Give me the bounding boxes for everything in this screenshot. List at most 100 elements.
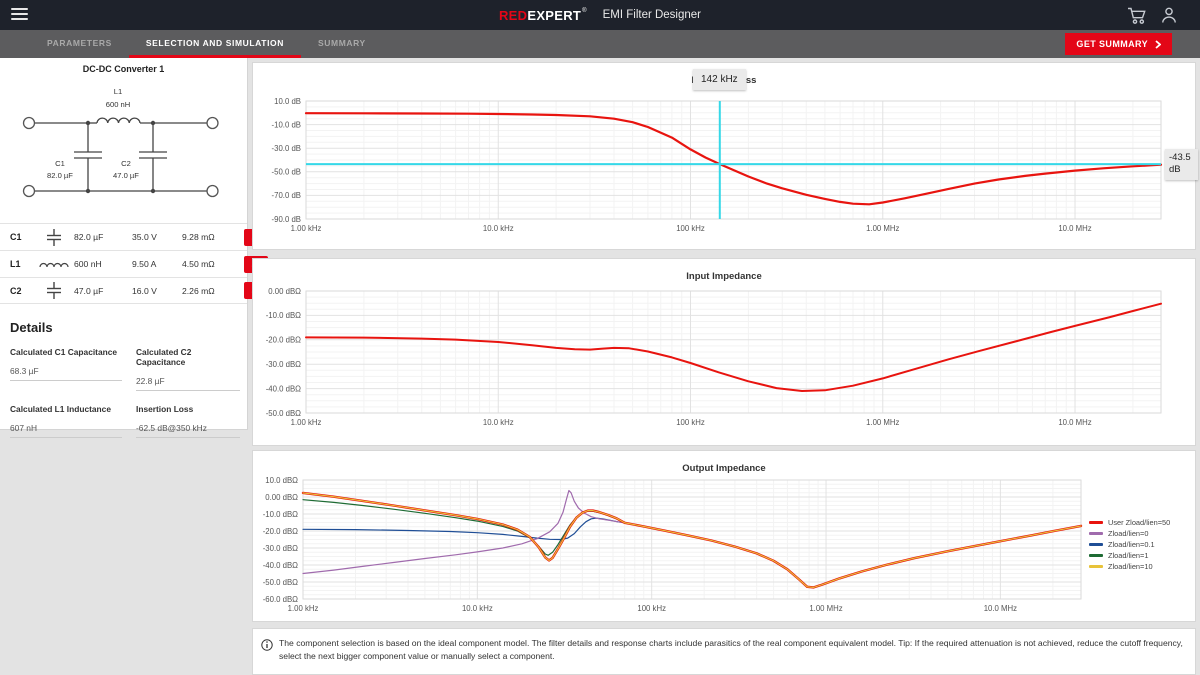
svg-text:-50.0 dBΩ: -50.0 dBΩ (266, 409, 301, 418)
legend-label: Zload/lien=1 (1108, 551, 1149, 560)
detail-label: Calculated C2 Capacitance (136, 347, 192, 367)
legend-item: Zload/lien=0.1 (1089, 539, 1170, 550)
legend-swatch (1089, 565, 1103, 568)
legend-item: Zload/lien=0 (1089, 528, 1170, 539)
registered-mark: ® (582, 8, 587, 14)
cart-icon[interactable] (1127, 6, 1148, 25)
component-name: L1 (10, 259, 21, 269)
tab-summary[interactable]: SUMMARY (318, 37, 366, 48)
component-row-c1: C1 82.0 µF 35.0 V 9.28 mΩ ⇄ (0, 223, 268, 250)
svg-text:0.00 dBΩ: 0.00 dBΩ (268, 287, 301, 296)
component-rating: 9.50 A (132, 259, 157, 269)
legend-swatch (1089, 532, 1103, 535)
insertion-loss-chart[interactable]: 10.0 dB -10.0 dB -30.0 dB -50.0 dB -70.0 dB -… (253, 63, 1195, 249)
svg-text:100 kHz: 100 kHz (637, 604, 666, 613)
legend-swatch (1089, 543, 1103, 546)
chart-legend: User Zload/lien=50 Zload/lien=0 Zload/li… (1089, 517, 1170, 572)
svg-text:-30.0 dBΩ: -30.0 dBΩ (266, 360, 301, 369)
capacitor-icon (34, 228, 74, 246)
menu-icon[interactable] (11, 8, 28, 22)
legend-item: User Zload/lien=50 (1089, 517, 1170, 528)
top-bar: RED EXPERT ® EMI Filter Designer (0, 0, 1200, 30)
output-impedance-chart[interactable]: 10.0 dBΩ 0.00 dBΩ -10.0 dBΩ -20.0 dBΩ -30.0 … (253, 451, 1195, 621)
component-resistance: 2.26 mΩ (182, 285, 215, 296)
svg-text:10.0 dB: 10.0 dB (274, 97, 301, 106)
input-impedance-chart[interactable]: 0.00 dBΩ -10.0 dBΩ -20.0 dBΩ -30.0 dBΩ -40.0… (253, 259, 1195, 445)
detail-field: Calculated C1 Capacitance 68.3 µF (10, 347, 122, 391)
tab-bar: PARAMETERS SELECTION AND SIMULATION SUMM… (0, 30, 1200, 58)
svg-text:1.00 MHz: 1.00 MHz (809, 604, 842, 613)
chart-title: Input Impedance (686, 271, 762, 282)
input-impedance-card: Input Impedance 0.00 dBΩ -10.0 dBΩ -20.0 d… (252, 258, 1196, 446)
component-value: 47.0 µF (74, 285, 104, 296)
user-icon[interactable] (1160, 6, 1178, 25)
svg-text:-70.0 dB: -70.0 dB (272, 191, 301, 200)
detail-value: 22.8 µF (136, 376, 240, 391)
detail-label: Insertion Loss (136, 404, 194, 414)
svg-text:-50.0 dB: -50.0 dB (272, 168, 301, 177)
detail-value: 68.3 µF (10, 366, 122, 381)
component-name: C1 (10, 232, 22, 242)
c1-ref-label: C1 (55, 159, 65, 168)
frequency-crosshair-tooltip: 142 kHz (693, 69, 746, 90)
circuit-title: DC-DC Converter 1 (82, 64, 165, 74)
legend-label: Zload/lien=0.1 (1108, 540, 1155, 549)
c2-value-label: 47.0 µF (113, 171, 139, 180)
svg-text:100 kHz: 100 kHz (676, 418, 705, 427)
l1-ref-label: L1 (114, 87, 122, 96)
level-crosshair-tooltip: -43.5 dB (1165, 149, 1198, 180)
svg-text:-20.0 dBΩ: -20.0 dBΩ (263, 527, 298, 536)
chart-title: Output Impedance (682, 463, 766, 474)
detail-field: Calculated L1 Inductance 607 nH (10, 404, 122, 438)
get-summary-button[interactable]: GET SUMMARY (1065, 33, 1172, 55)
legend-label: Zload/lien=0 (1108, 529, 1149, 538)
detail-field: Calculated C2 Capacitance 22.8 µF (136, 347, 240, 391)
component-rating: 35.0 V (132, 232, 157, 242)
c1-value-label: 82.0 µF (47, 171, 73, 180)
svg-text:-30.0 dBΩ: -30.0 dBΩ (263, 544, 298, 553)
capacitor-icon (34, 282, 74, 299)
component-row-l1: L1 600 nH 9.50 A 4.50 mΩ ⇄ (0, 250, 268, 277)
component-row-c2: C2 47.0 µF 16.0 V 2.26 mΩ ⇄ (0, 277, 268, 304)
svg-text:10.0 MHz: 10.0 MHz (1058, 224, 1091, 233)
tab-parameters[interactable]: PARAMETERS (47, 37, 112, 48)
component-resistance: 4.50 mΩ (182, 259, 215, 269)
legend-label: Zload/lien=10 (1108, 562, 1153, 571)
chevron-right-icon (1155, 39, 1161, 49)
info-icon (261, 638, 273, 674)
svg-text:100 kHz: 100 kHz (676, 224, 705, 233)
svg-text:1.00 MHz: 1.00 MHz (866, 418, 899, 427)
component-rating: 16.0 V (132, 285, 157, 296)
legend-label: User Zload/lien=50 (1108, 518, 1171, 527)
insertion-loss-card: Insertion Loss 10.0 dB-10.0 dB-30.0 dB-5… (252, 62, 1198, 250)
component-value: 82.0 µF (74, 232, 104, 242)
svg-text:0.00 dBΩ: 0.00 dBΩ (265, 493, 298, 502)
svg-text:10.0 kHz: 10.0 kHz (483, 418, 514, 427)
filter-panel: DC-DC Converter 1 L1 600 nH C1 (0, 58, 268, 438)
svg-text:10.0 kHz: 10.0 kHz (462, 604, 493, 613)
svg-text:10.0 MHz: 10.0 MHz (1058, 418, 1091, 427)
legend-swatch (1089, 521, 1103, 524)
l1-value-label: 600 nH (106, 100, 131, 109)
svg-text:-10.0 dB: -10.0 dB (272, 120, 301, 129)
component-name: C2 (10, 285, 22, 296)
svg-text:1.00 kHz: 1.00 kHz (291, 418, 322, 427)
svg-text:-60.0 dBΩ: -60.0 dBΩ (263, 595, 298, 604)
svg-text:-50.0 dBΩ: -50.0 dBΩ (263, 578, 298, 587)
svg-text:10.0 kHz: 10.0 kHz (483, 224, 514, 233)
component-value: 600 nH (74, 259, 102, 269)
detail-label: Calculated C1 Capacitance (10, 347, 118, 357)
svg-text:-30.0 dB: -30.0 dB (272, 144, 301, 153)
component-resistance: 9.28 mΩ (182, 232, 215, 242)
svg-text:-20.0 dBΩ: -20.0 dBΩ (266, 336, 301, 345)
details-heading: Details (10, 320, 53, 335)
detail-field: Insertion Loss -62.5 dB@350 kHz (136, 404, 240, 438)
legend-item: Zload/lien=1 (1089, 550, 1170, 561)
component-list: C1 82.0 µF 35.0 V 9.28 mΩ ⇄ L1 600 nH 9.… (0, 223, 268, 304)
detail-value: -62.5 dB@350 kHz (136, 423, 240, 438)
svg-text:10.0 MHz: 10.0 MHz (984, 604, 1017, 613)
svg-text:1.00 kHz: 1.00 kHz (291, 224, 322, 233)
svg-text:-40.0 dBΩ: -40.0 dBΩ (263, 561, 298, 570)
tab-selection-and-simulation[interactable]: SELECTION AND SIMULATION (128, 30, 301, 58)
inductor-icon (34, 259, 74, 269)
